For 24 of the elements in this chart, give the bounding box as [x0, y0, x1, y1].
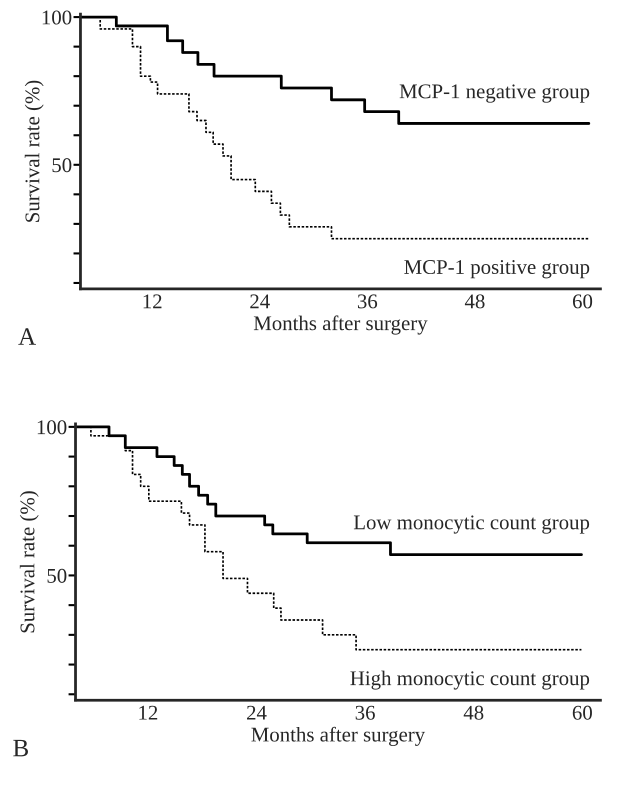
- x-tick-label: 24: [247, 706, 267, 720]
- x-tick-label: 60: [572, 294, 592, 308]
- series-label: Low monocytic count group: [354, 515, 590, 534]
- y-tick-label: 100: [42, 10, 72, 25]
- x-tick-label: 36: [356, 706, 375, 720]
- y-tick-label: 100: [38, 420, 66, 434]
- y-tick-label: 50: [52, 158, 72, 172]
- y-axis-title: Survival rate (%): [24, 80, 44, 222]
- x-tick-label: 24: [250, 294, 270, 308]
- x-tick-label: 36: [358, 294, 378, 308]
- x-tick-label: 60: [572, 706, 592, 720]
- x-axis-title: Months after surgery: [254, 315, 428, 335]
- series-label: MCP-1 positive group: [404, 260, 590, 278]
- x-tick-label: 12: [139, 706, 158, 720]
- series-label: High monocytic count group: [350, 670, 590, 690]
- x-tick-label: 48: [464, 706, 484, 720]
- text: A: [18, 328, 36, 345]
- x-tick-label: 12: [144, 294, 162, 308]
- x-tick-label: 48: [464, 294, 485, 308]
- y-axis-title: Survival rate (%): [20, 491, 39, 632]
- text: B: [13, 740, 28, 756]
- y-tick-label: 50: [48, 568, 66, 583]
- x-axis-title: Months after surgery: [251, 726, 426, 746]
- series-label: MCP-1 negative group: [400, 84, 590, 103]
